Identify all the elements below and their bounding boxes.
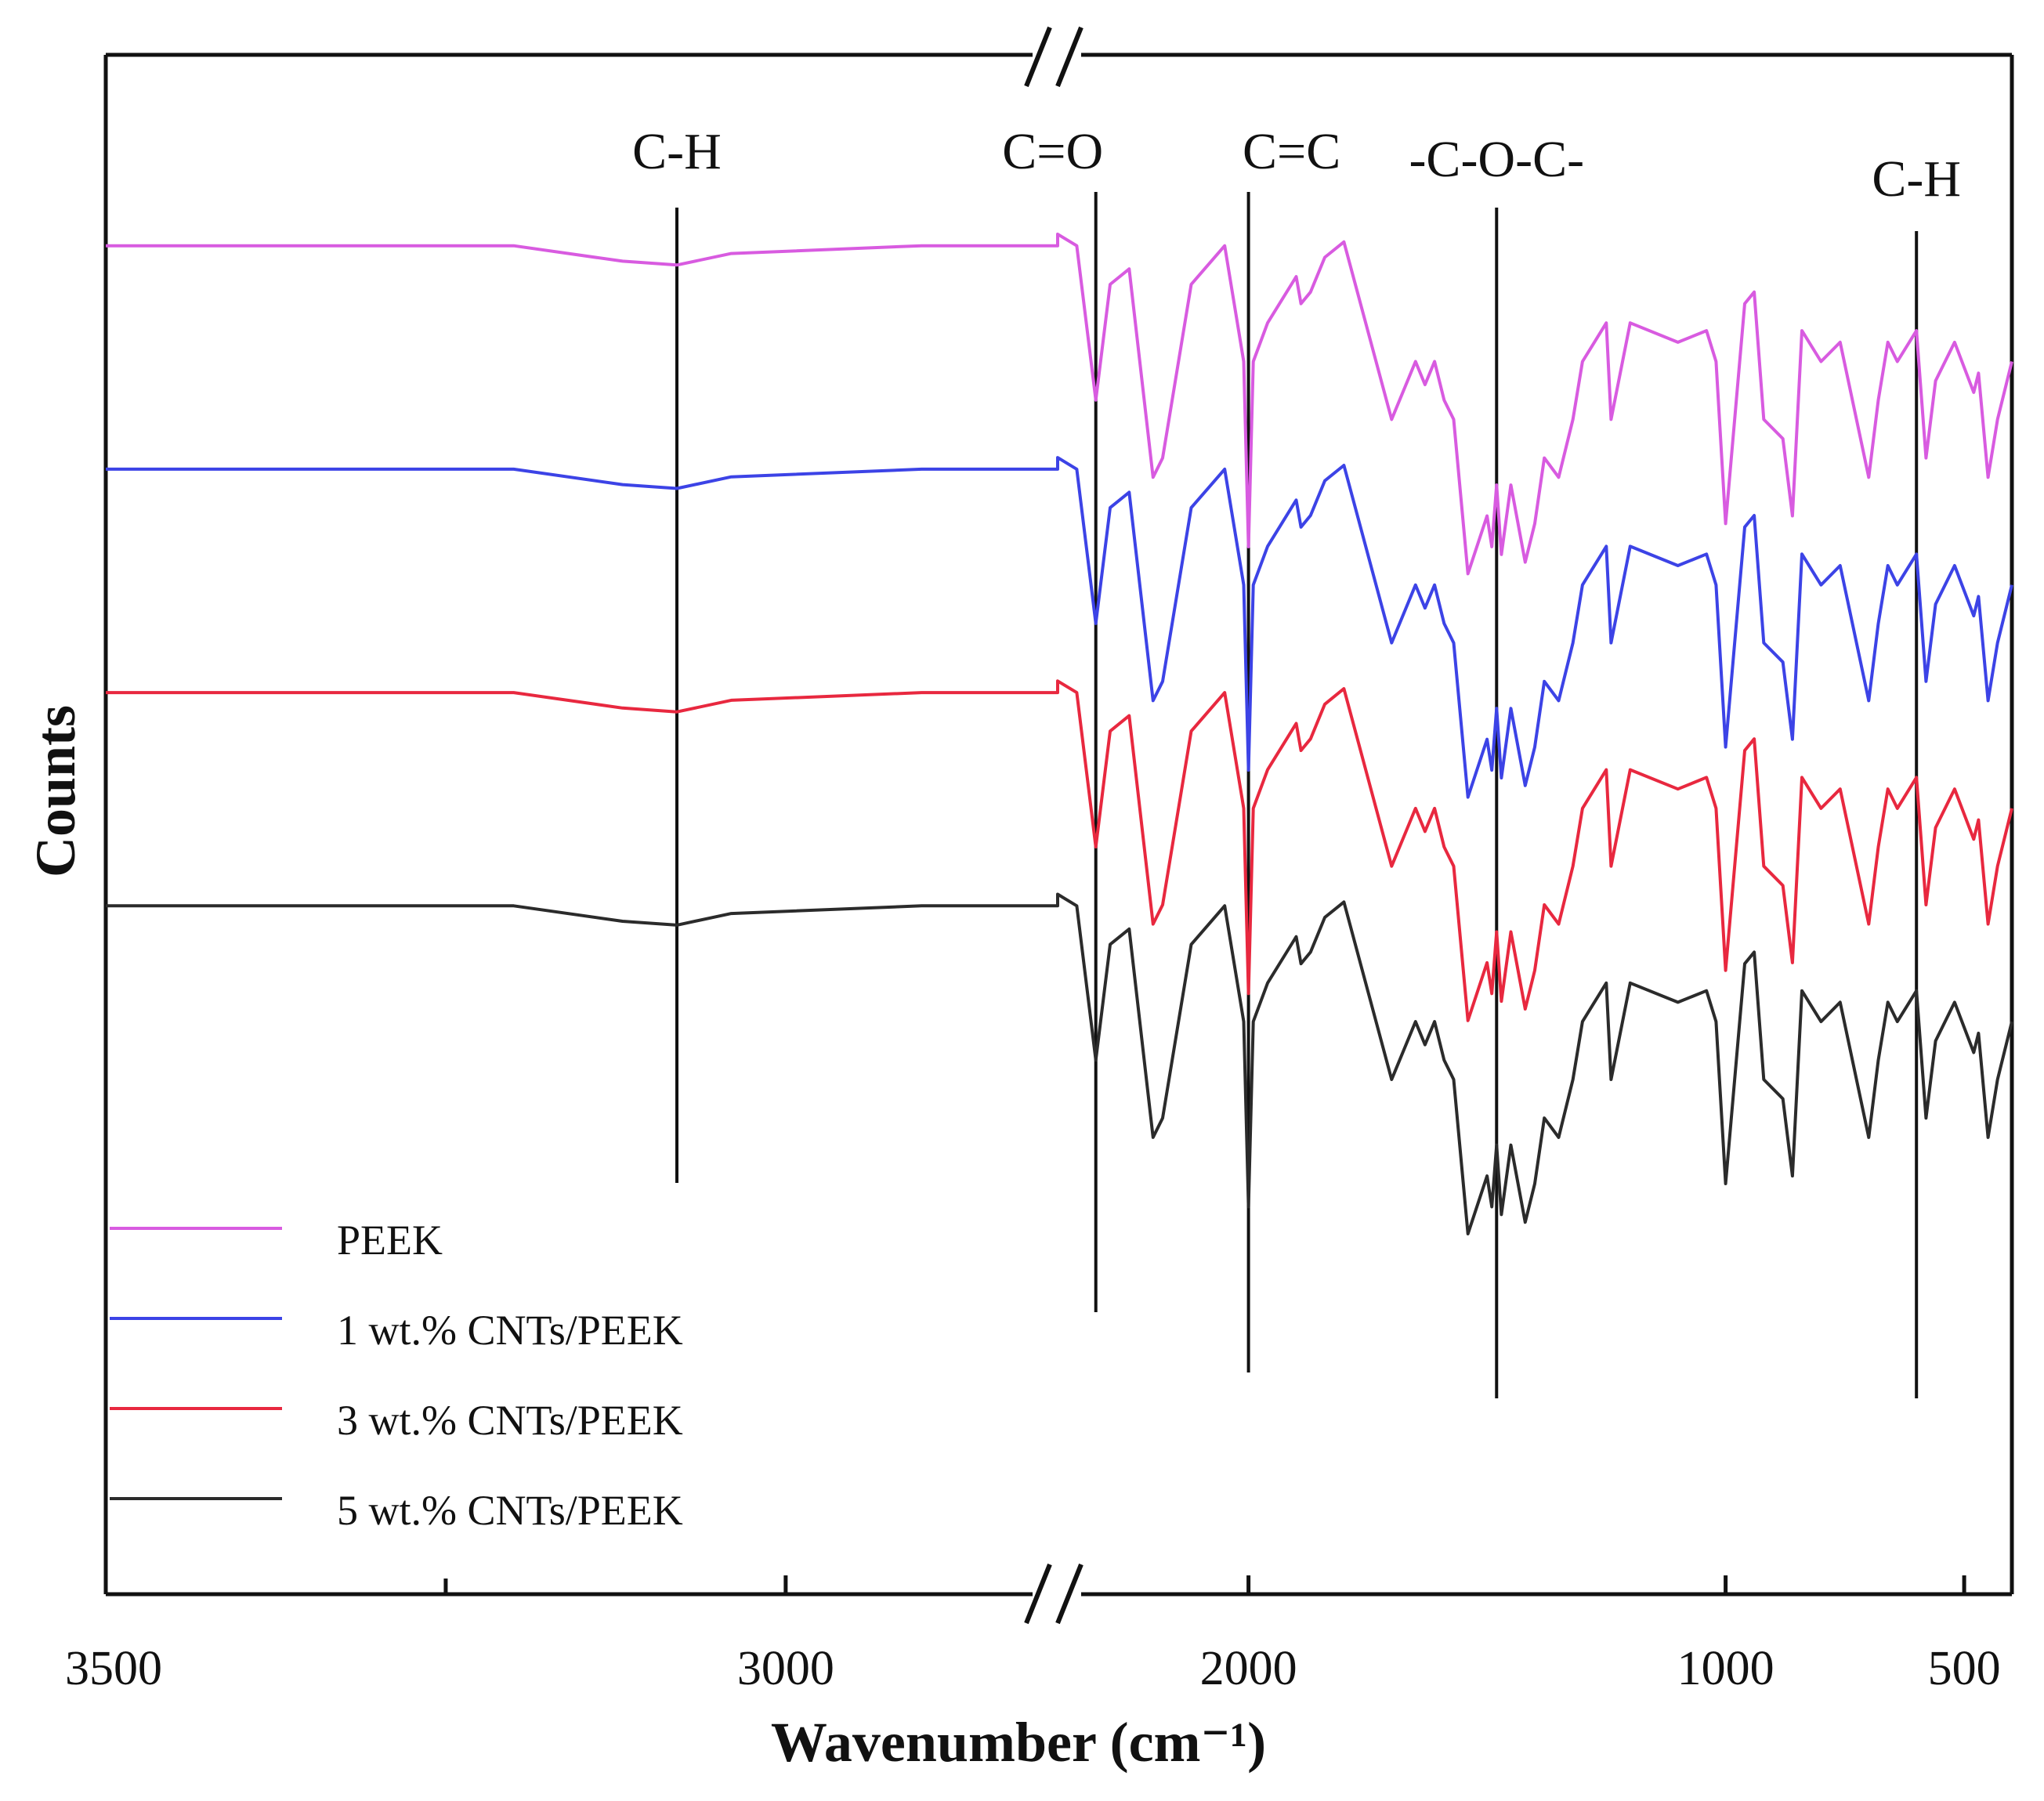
legend-label-2: 1 wt.% CNTs/PEEK [337,1307,683,1354]
x-tick-label-1000: 1000 [1677,1642,1774,1695]
x-tick-label-500: 500 [1928,1642,2001,1695]
legend-label-1: PEEK [337,1217,443,1264]
legend-label-4: 5 wt.% CNTs/PEEK [337,1487,683,1534]
annotation-label-3: C=C [1243,123,1340,180]
series-line-2 [106,456,2013,799]
annotation-labels: C-H C=O C=C -C-O-C- C-H [632,123,1961,208]
plot-frame [103,26,2014,1625]
series-line-4 [106,892,2013,1235]
x-tick-label-3500: 3500 [65,1642,162,1695]
x-axis-title: Wavenumber (cm⁻¹) [771,1711,1266,1774]
x-ticks [103,1575,1966,1594]
series-group [106,232,2013,1235]
x-tick-labels: 3500 3000 2000 1000 500 [65,1642,2001,1695]
y-axis-title: Counts [24,705,87,877]
x-tick-label-3000: 3000 [737,1642,834,1695]
legend-label-3: 3 wt.% CNTs/PEEK [337,1397,683,1444]
series-line-1 [106,232,2013,576]
axis-break-mark-top [1024,26,1084,88]
x-tick-label-2000: 2000 [1200,1642,1297,1695]
axis-break-mark-bottom [1024,1563,1084,1625]
annotation-lines [675,192,1919,1398]
annotation-label-1: C-H [632,123,722,180]
annotation-label-4: -C-O-C- [1409,131,1584,188]
annotation-label-2: C=O [1002,123,1103,180]
legend: PEEK 1 wt.% CNTs/PEEK 3 wt.% CNTs/PEEK 5 wt… [110,1217,683,1534]
series-line-3 [106,679,2013,1022]
annotation-label-5: C-H [1872,150,1961,208]
